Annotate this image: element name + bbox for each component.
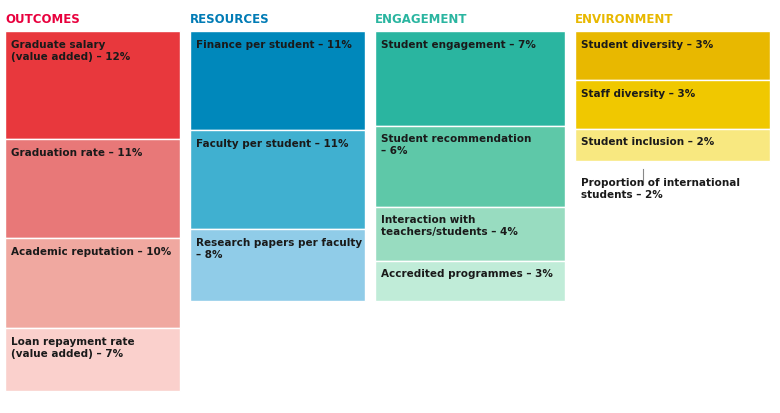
Bar [375, 207, 565, 261]
Bar [575, 32, 770, 81]
Bar [5, 32, 180, 140]
Text: Student recommendation
– 6%: Student recommendation – 6% [381, 134, 531, 156]
Bar [190, 230, 365, 301]
Text: Loan repayment rate
(value added) – 7%: Loan repayment rate (value added) – 7% [11, 336, 135, 358]
Text: Graduation rate – 11%: Graduation rate – 11% [11, 147, 143, 158]
Bar [190, 32, 365, 131]
Text: Student engagement – 7%: Student engagement – 7% [381, 40, 536, 50]
Text: Student inclusion – 2%: Student inclusion – 2% [581, 137, 714, 147]
Text: Proportion of international
students – 2%: Proportion of international students – 2… [581, 178, 740, 199]
Bar [190, 131, 365, 230]
Bar [375, 32, 565, 126]
Bar [5, 328, 180, 391]
Bar [575, 81, 770, 129]
Text: Graduate salary
(value added) – 12%: Graduate salary (value added) – 12% [11, 40, 130, 62]
Text: RESOURCES: RESOURCES [190, 13, 270, 26]
Bar [575, 129, 770, 161]
Text: Research papers per faculty
– 8%: Research papers per faculty – 8% [196, 237, 362, 259]
Text: Accredited programmes – 3%: Accredited programmes – 3% [381, 269, 553, 279]
Bar [375, 126, 565, 207]
Text: Interaction with
teachers/students – 4%: Interaction with teachers/students – 4% [381, 215, 518, 237]
Text: Finance per student – 11%: Finance per student – 11% [196, 40, 352, 50]
Bar [5, 140, 180, 238]
Text: ENGAGEMENT: ENGAGEMENT [375, 13, 467, 26]
Text: Faculty per student – 11%: Faculty per student – 11% [196, 139, 349, 149]
Text: ENVIRONMENT: ENVIRONMENT [575, 13, 673, 26]
Bar [5, 238, 180, 328]
Text: Academic reputation – 10%: Academic reputation – 10% [11, 247, 172, 256]
Text: Student diversity – 3%: Student diversity – 3% [581, 40, 713, 50]
Bar [375, 261, 565, 301]
Text: OUTCOMES: OUTCOMES [5, 13, 80, 26]
Text: Staff diversity – 3%: Staff diversity – 3% [581, 88, 695, 99]
